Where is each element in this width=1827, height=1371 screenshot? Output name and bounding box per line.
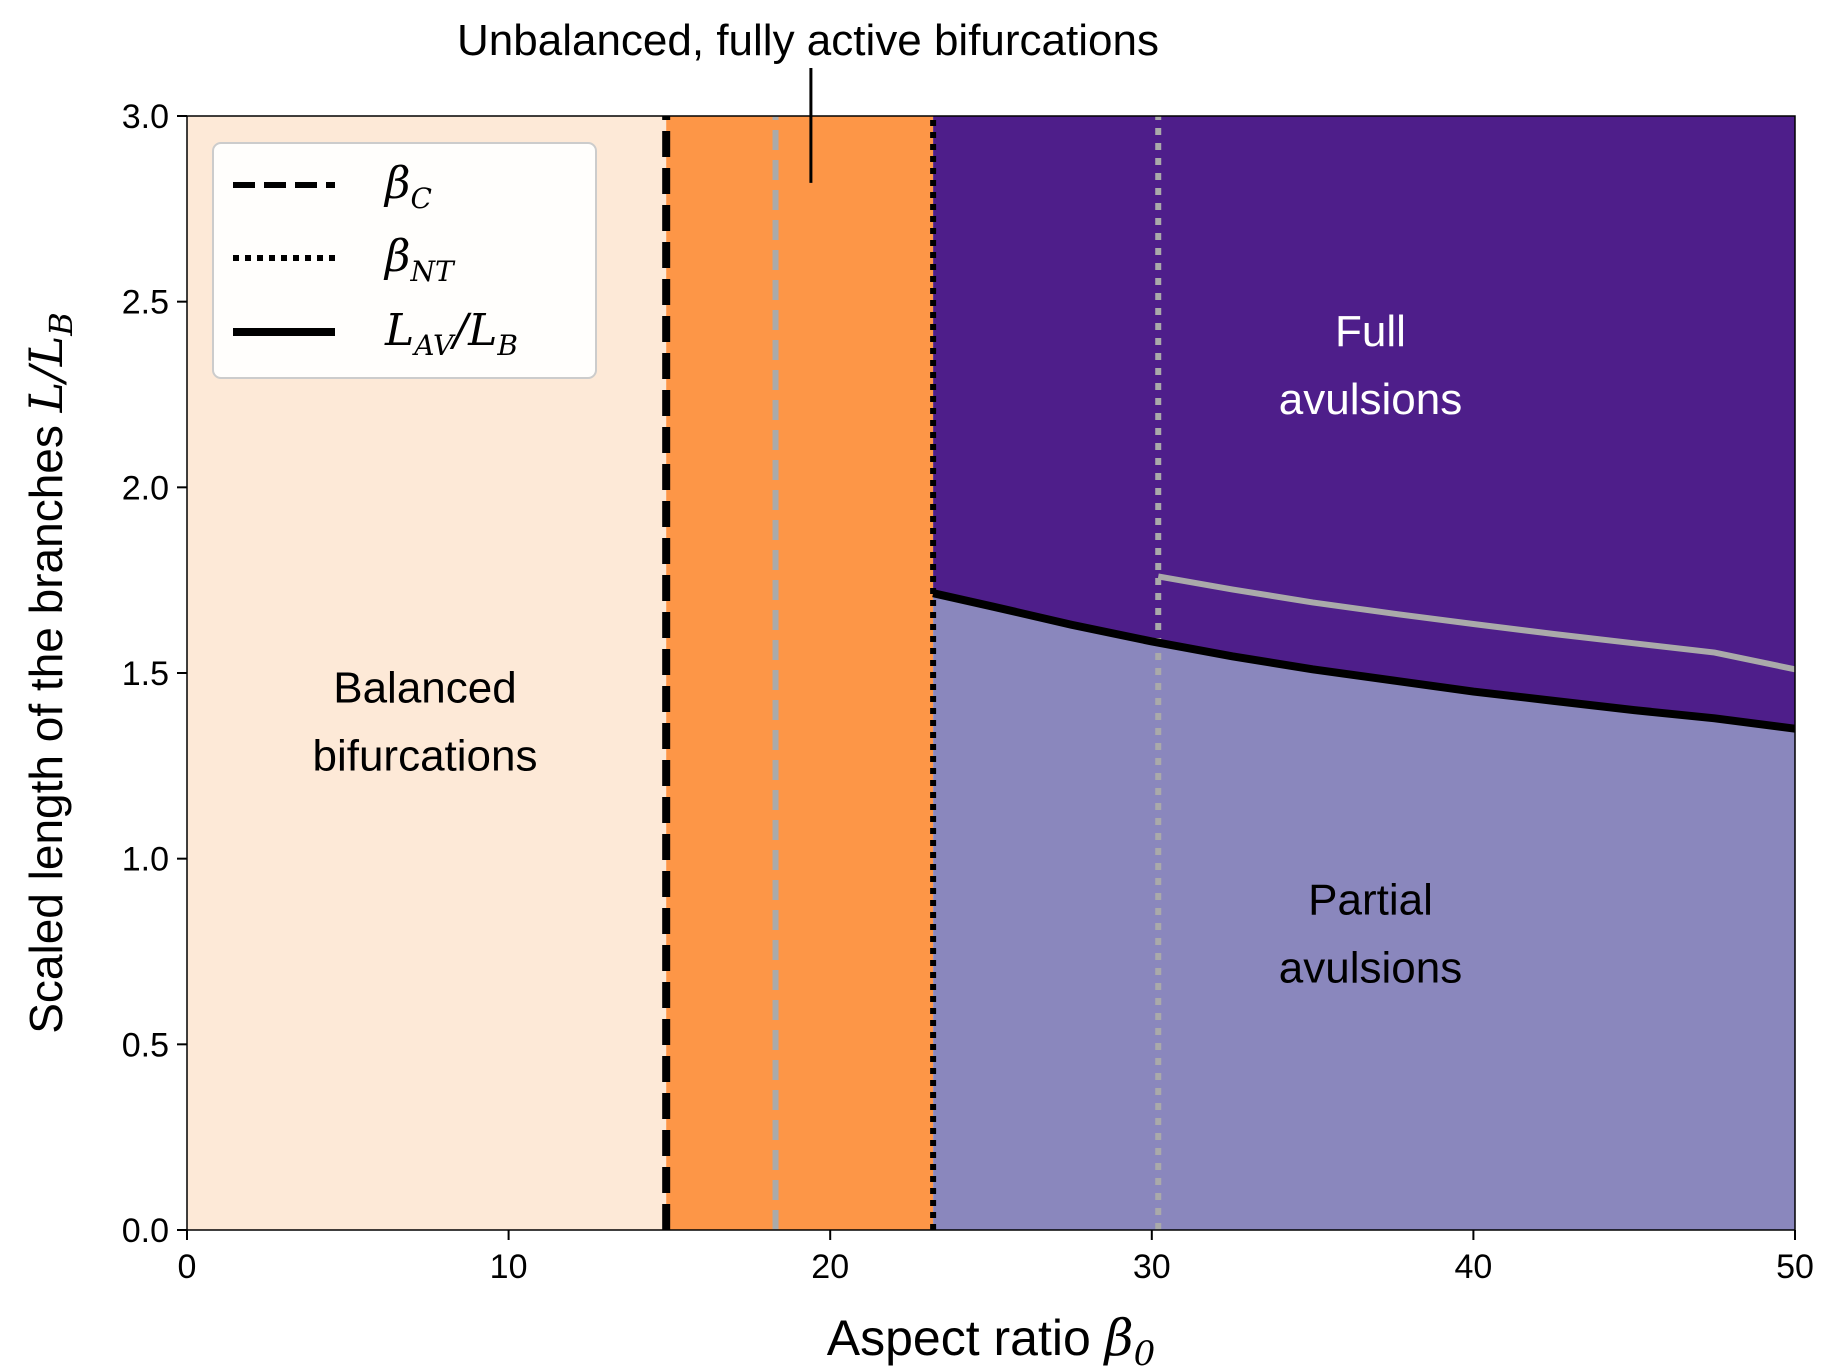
y-tick-label: 2.0 [122, 469, 169, 507]
region-full-avulsions [933, 116, 1795, 729]
x-axis-label: Aspect ratio β0 [827, 1309, 1155, 1371]
region-label-line: avulsions [1279, 943, 1462, 992]
region-label-line: Full [1335, 307, 1406, 356]
region-label-line: bifurcations [312, 732, 537, 781]
region-partial-avulsions [933, 593, 1795, 1230]
region-label-line: avulsions [1279, 375, 1462, 424]
y-axis-label: Scaled length of the branches L/LB [19, 312, 80, 1034]
y-tick-label: 1.0 [122, 841, 169, 879]
lav-lb-curve [932, 589, 1796, 733]
x-tick-label: 0 [178, 1248, 197, 1286]
legend-label-beta-nt: βNT [383, 231, 456, 288]
x-tick-label: 40 [1454, 1248, 1492, 1286]
chart-title: Unbalanced, fully active bifurcations [457, 16, 1159, 65]
ticks-layer: 0 10 20 30 40 50 0.0 0.5 1.0 1.5 2.0 2.5 3.0 [122, 98, 1814, 1286]
grey-curve [1157, 573, 1796, 673]
region-unbalanced [666, 116, 934, 1230]
legend-box [212, 142, 597, 379]
y-tick-label: 2.5 [122, 284, 169, 322]
region-label-line: Partial [1308, 875, 1433, 924]
lines-layer [662, 116, 1796, 1230]
legend: βC βNT LAV/LB [212, 142, 597, 379]
partial-avulsions-label: Partial avulsions [1279, 875, 1462, 992]
y-tick-label: 0.5 [122, 1026, 169, 1064]
legend-label-beta-c: βC [383, 158, 432, 215]
y-tick-label: 0.0 [122, 1212, 169, 1250]
y-tick-label: 1.5 [122, 655, 169, 693]
legend-label-lav-lb: LAV/LB [384, 305, 518, 362]
x-tick-label: 30 [1133, 1248, 1171, 1286]
balanced-label: Balanced bifurcations [312, 664, 537, 781]
x-tick-label: 10 [490, 1248, 528, 1286]
full-avulsions-label: Full avulsions [1279, 307, 1462, 424]
x-tick-label: 20 [811, 1248, 849, 1286]
x-tick-label: 50 [1776, 1248, 1814, 1286]
y-tick-label: 3.0 [122, 98, 169, 136]
region-label-line: Balanced [333, 664, 516, 713]
